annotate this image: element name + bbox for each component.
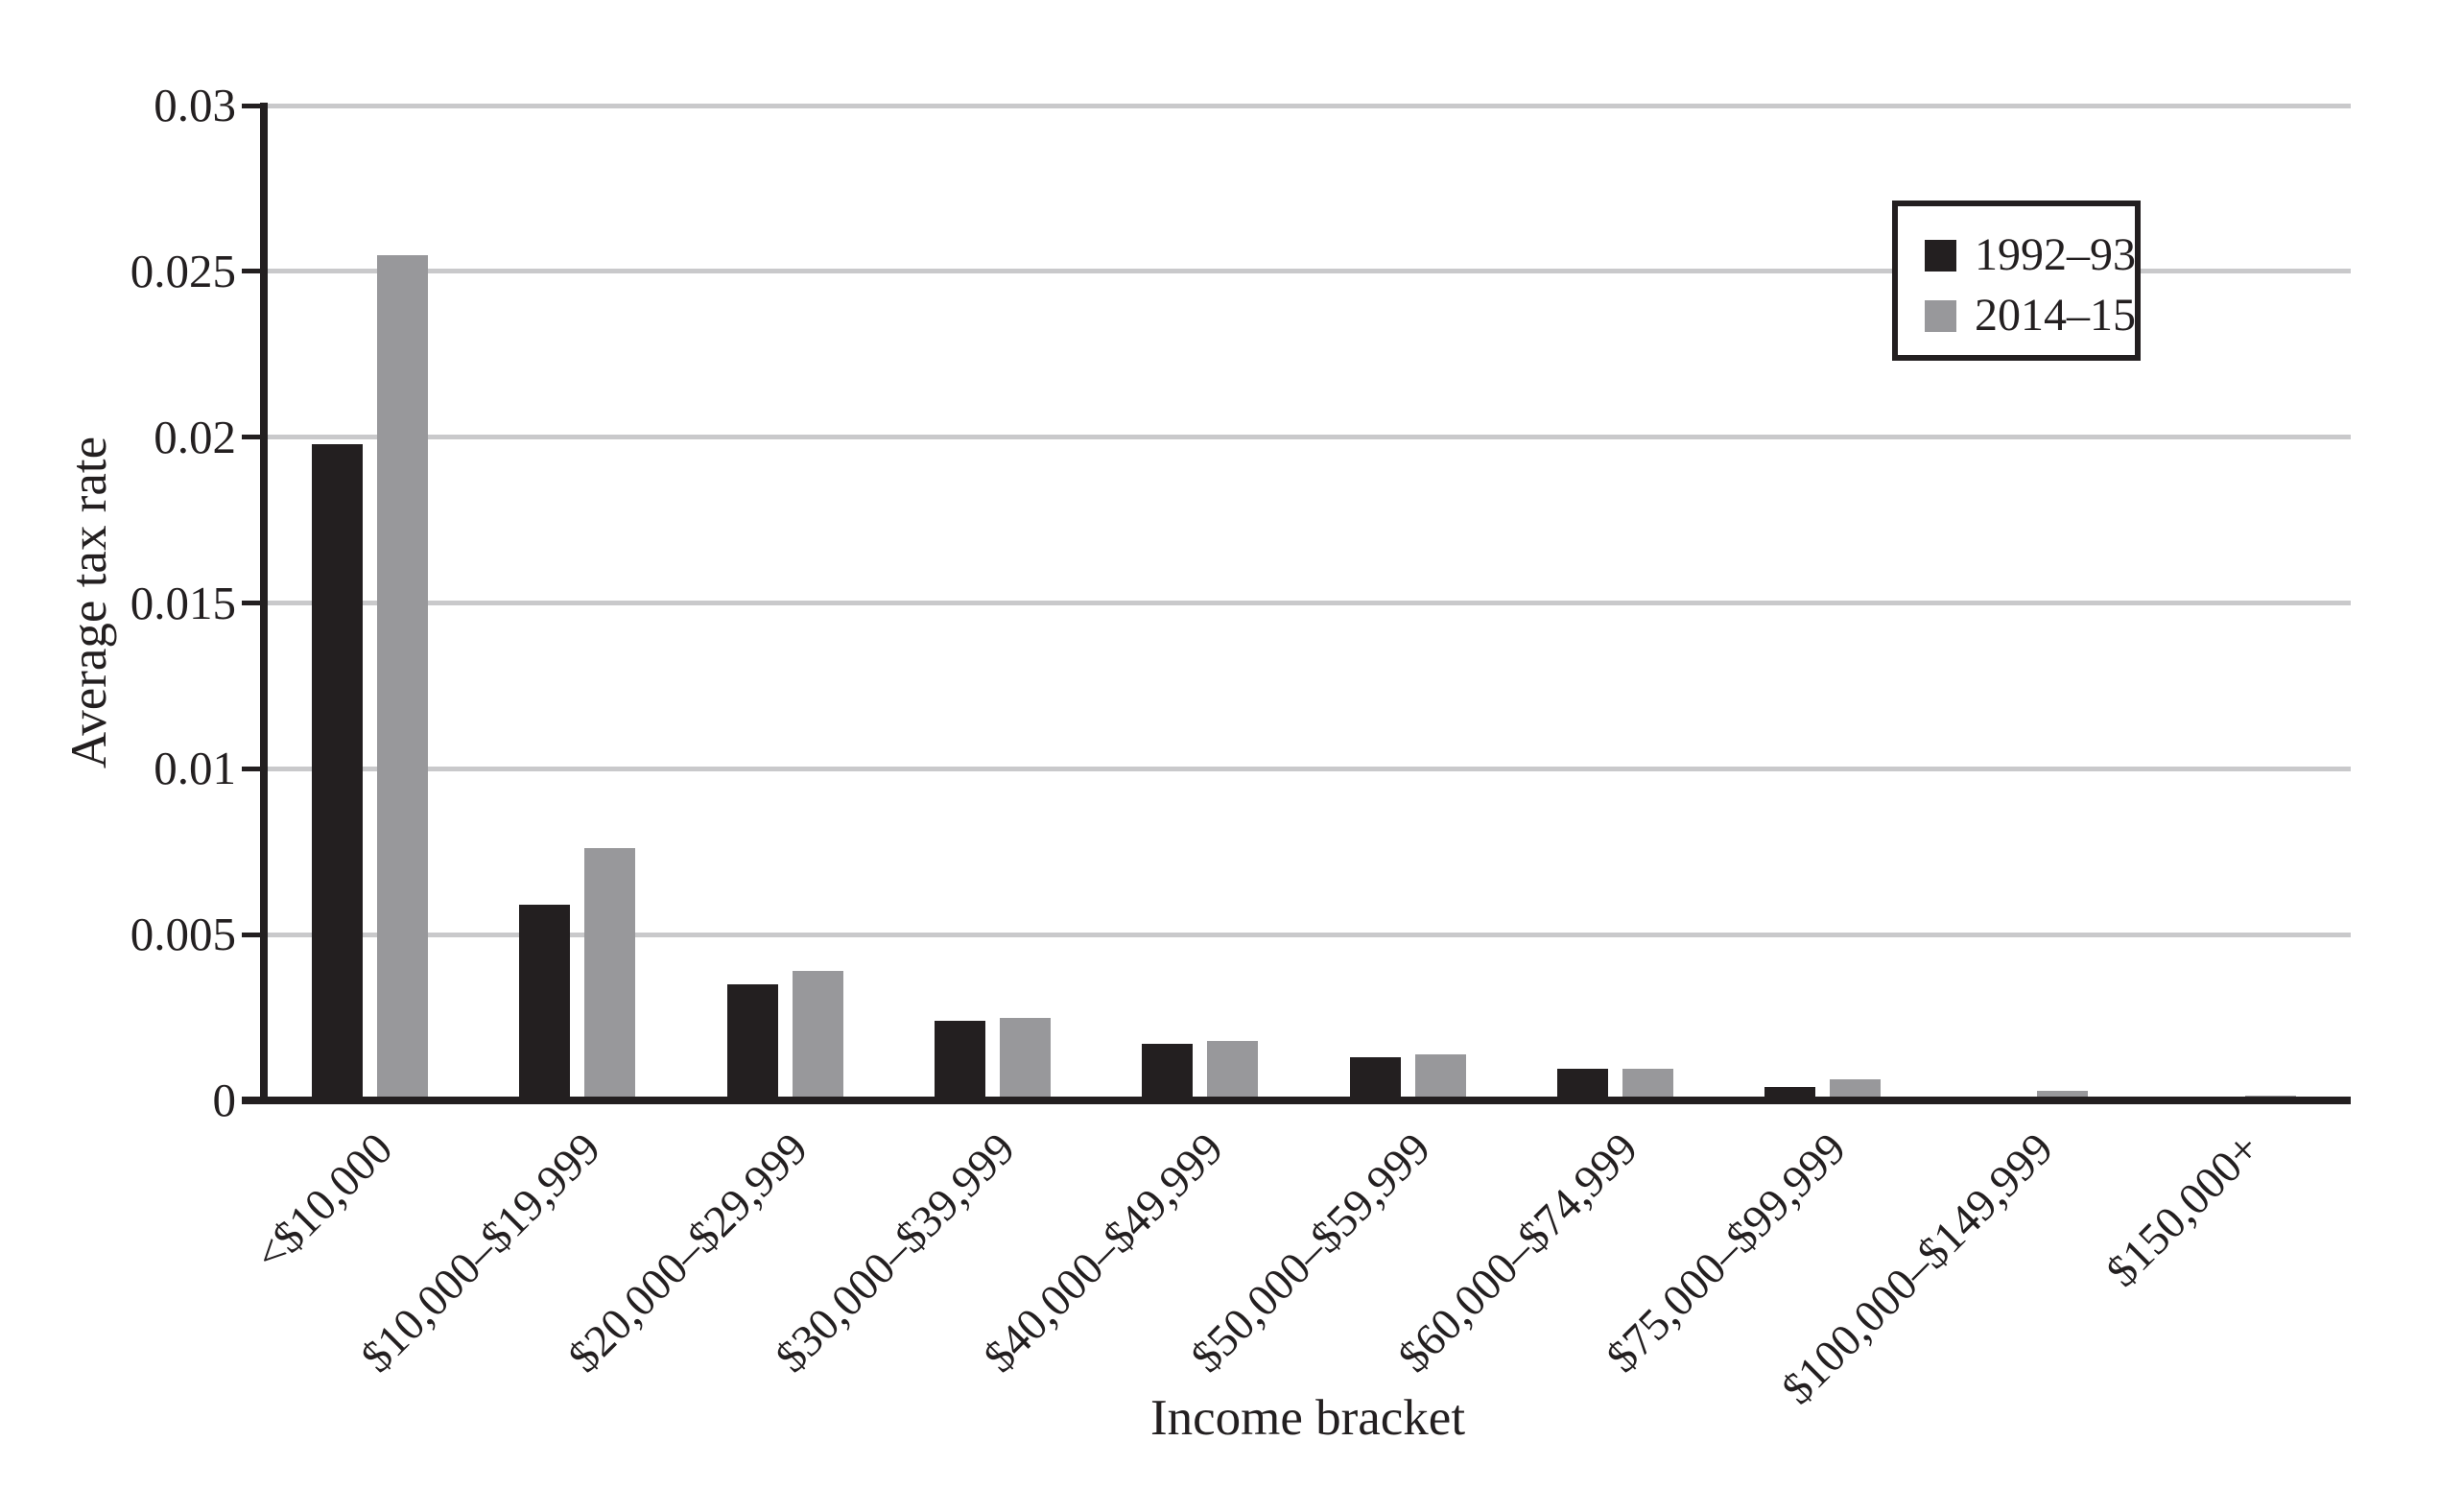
bar-2014-15-cat4 — [999, 1018, 1051, 1100]
bar-2014-15-cat5 — [1207, 1041, 1259, 1100]
gridline-0.015 — [266, 601, 2351, 605]
legend-item-2014-15: 2014–15 — [1925, 290, 2136, 341]
bar-2014-15-cat3 — [792, 971, 843, 1100]
bar-2014-15-cat7 — [1622, 1069, 1673, 1100]
y-tick-label-0.03: 0.03 — [154, 79, 236, 131]
y-tick-label-0.025: 0.025 — [130, 244, 236, 297]
y-tick-label-0.005: 0.005 — [130, 908, 236, 961]
bar-1992-93-cat3 — [726, 984, 778, 1100]
bar-2014-15-cat8 — [1830, 1079, 1882, 1100]
y-tick-0.02 — [242, 435, 260, 440]
bar-1992-93-cat4 — [934, 1021, 985, 1100]
y-tick-label-0: 0 — [212, 1074, 237, 1126]
legend-swatch-2014-15 — [1925, 299, 1956, 332]
bar-1992-93-cat5 — [1142, 1044, 1194, 1100]
y-tick-0.01 — [242, 766, 260, 771]
bar-1992-93-cat7 — [1556, 1069, 1608, 1100]
y-tick-label-0.01: 0.01 — [154, 742, 236, 795]
y-tick-0.025 — [242, 269, 260, 274]
x-category-label-1: <$10,000 — [246, 1123, 403, 1281]
legend: 1992–93 2014–15 — [1892, 201, 2141, 361]
gridline-0.025 — [266, 269, 2351, 274]
y-axis-title: Average tax rate — [61, 436, 117, 769]
y-tick-label-0.02: 0.02 — [154, 410, 236, 463]
legend-swatch-1992-93 — [1925, 239, 1956, 272]
x-axis-title: Income bracket — [1149, 1390, 1466, 1446]
legend-label-2014-15: 2014–15 — [1975, 290, 2136, 341]
bar-2014-15-cat1 — [377, 255, 428, 1100]
gridline-0.01 — [266, 766, 2351, 771]
bar-2014-15-cat9 — [2037, 1091, 2089, 1100]
bar-1992-93-cat2 — [519, 905, 571, 1100]
y-tick-0.005 — [242, 932, 260, 937]
bar-2014-15-cat2 — [584, 848, 636, 1100]
bar-1992-93-cat6 — [1349, 1057, 1401, 1100]
y-tick-0.03 — [242, 103, 260, 108]
legend-label-1992-93: 1992–93 — [1975, 229, 2136, 280]
y-axis-line — [260, 103, 268, 1104]
x-axis-line — [242, 1097, 2351, 1104]
gridline-0.02 — [266, 435, 2351, 440]
bar-2014-15-cat6 — [1414, 1054, 1466, 1100]
gridline-0.03 — [266, 103, 2351, 108]
gridline-0.005 — [266, 932, 2351, 937]
y-tick-0.015 — [242, 601, 260, 605]
bar-1992-93-cat1 — [312, 444, 363, 1100]
x-category-label-10: $150,000+ — [2097, 1123, 2271, 1297]
y-tick-label-0.015: 0.015 — [130, 576, 236, 629]
legend-item-1992-93: 1992–93 — [1925, 229, 2136, 280]
